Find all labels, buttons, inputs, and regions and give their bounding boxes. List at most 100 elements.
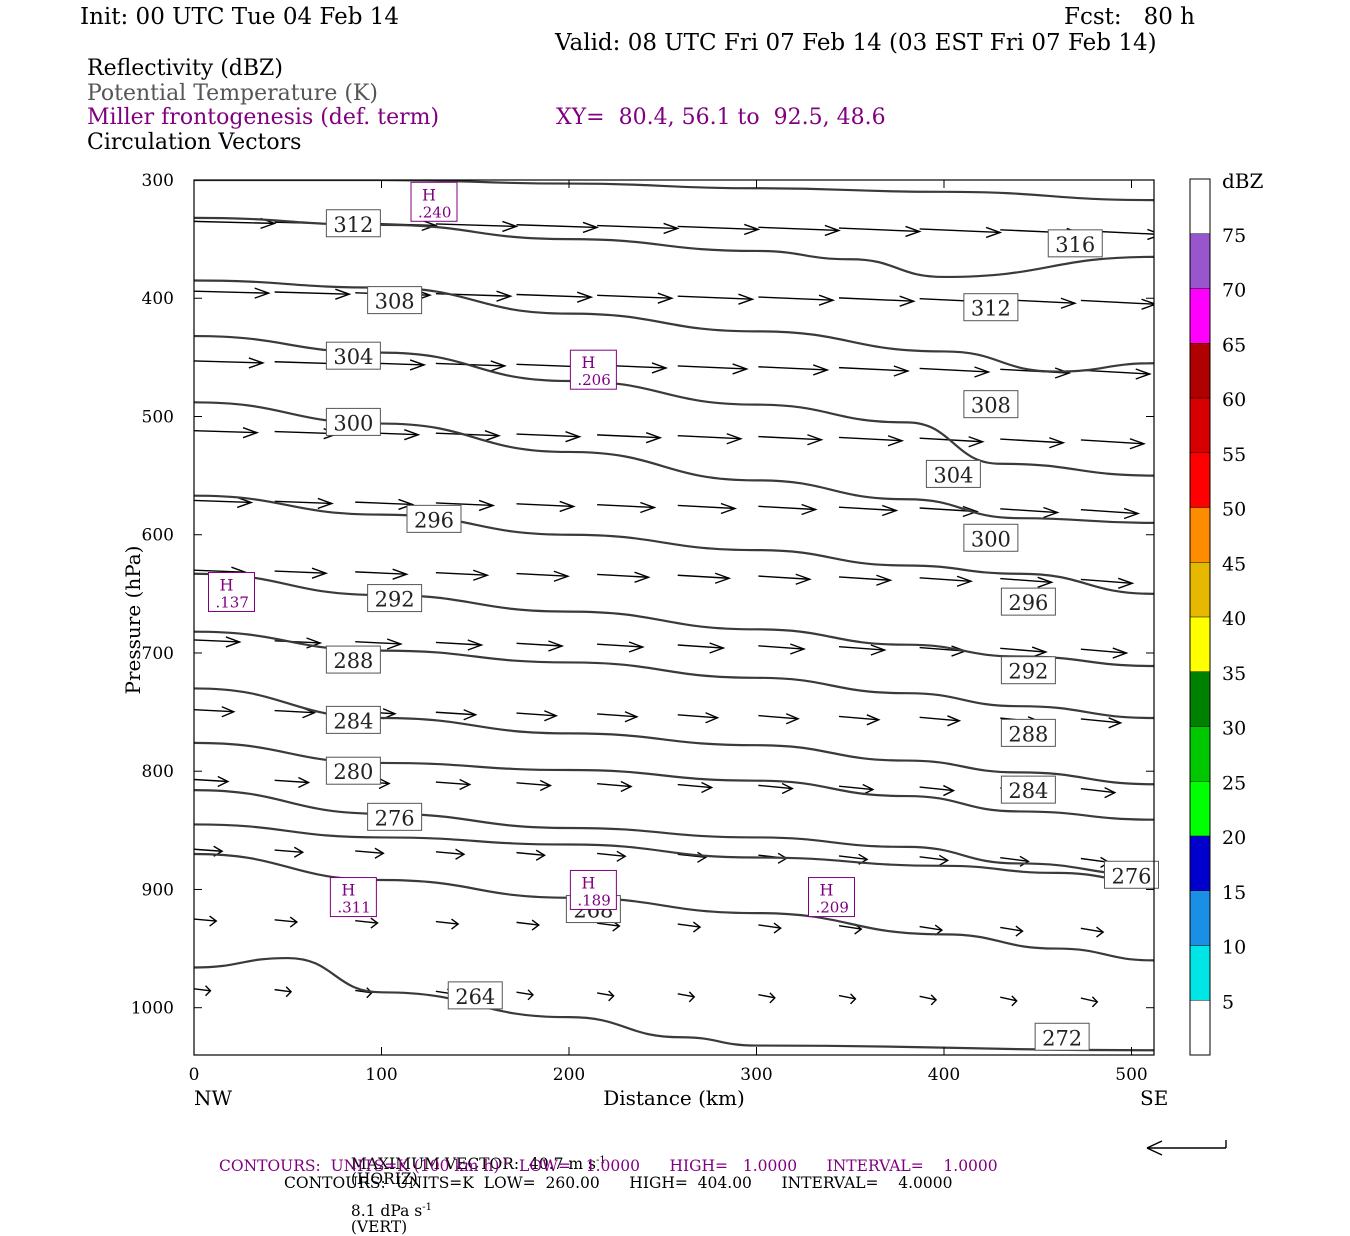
cross-section-chart: 3163123123083083043043003002962962922922… xyxy=(121,169,1264,1156)
circulation-vector-head xyxy=(421,219,438,232)
circulation-vector xyxy=(355,850,384,854)
theta-label: 308 xyxy=(971,394,1011,418)
theta-label-box xyxy=(963,523,1019,552)
circulation-vector-head xyxy=(624,711,639,723)
circulation-vector xyxy=(435,920,459,925)
colorbar-level-label: 55 xyxy=(1222,444,1246,466)
circulation-vector xyxy=(355,571,407,575)
circulation-vector-head xyxy=(455,848,466,860)
circulation-vector xyxy=(274,500,332,505)
circulation-vector-head xyxy=(705,712,720,724)
fronto-max-box xyxy=(808,877,855,918)
circulation-vector xyxy=(1080,439,1144,445)
circulation-vector-head xyxy=(938,854,950,866)
x-right-end-label: SE xyxy=(1140,1086,1168,1110)
circulation-vector-head xyxy=(559,500,576,513)
circulation-vector-head xyxy=(209,915,218,927)
circulation-vector xyxy=(677,574,730,579)
isentrope-312 xyxy=(194,216,1154,279)
colorbar-bin xyxy=(1190,836,1210,891)
circulation-vector-head xyxy=(463,709,478,721)
colorbar-level-label: 50 xyxy=(1222,499,1246,521)
colorbar-bin xyxy=(1190,890,1210,946)
circulation-vector-head xyxy=(657,292,674,304)
circulation-vector xyxy=(435,223,517,228)
circulation-vector-head xyxy=(254,287,271,299)
fronto-max-value: .206 xyxy=(577,371,610,389)
legend-reflectivity: Reflectivity (dBZ) xyxy=(87,56,283,81)
fronto-max-value: .311 xyxy=(337,899,370,917)
circulation-vector xyxy=(435,641,482,646)
circulation-vector xyxy=(1080,718,1121,724)
circulation-vector xyxy=(274,779,309,784)
circulation-vector-head xyxy=(478,499,496,512)
circulation-vector xyxy=(597,782,632,788)
circulation-vector-head xyxy=(392,568,409,580)
x-tick-label: 200 xyxy=(553,1065,585,1085)
circulation-vector xyxy=(274,849,303,853)
circulation-vector-head xyxy=(1015,925,1024,937)
circulation-vector xyxy=(758,645,804,650)
colorbar-level-label: 40 xyxy=(1222,608,1246,630)
circulation-vector-head xyxy=(451,918,460,930)
y-tick-label: 1000 xyxy=(131,999,174,1019)
circulation-vector xyxy=(677,923,701,928)
circulation-vector-head xyxy=(293,846,305,858)
circulation-vector-head xyxy=(217,775,230,788)
fronto-max-letter: H xyxy=(422,185,436,204)
circulation-vector-head xyxy=(785,713,800,725)
circulation-vector-head xyxy=(298,776,311,789)
circulation-vector-head xyxy=(709,642,726,654)
x-tick-label: 100 xyxy=(365,1065,397,1085)
theta-label-box xyxy=(406,504,462,533)
theta-label: 312 xyxy=(971,297,1011,321)
circulation-vector-head xyxy=(781,782,794,795)
circulation-vector-head xyxy=(870,644,887,656)
circulation-vector-head xyxy=(714,572,732,584)
colorbar-bin xyxy=(1190,398,1210,453)
theta-label-box xyxy=(447,981,503,1010)
circulation-vector-head xyxy=(205,985,212,997)
circulation-vector-head xyxy=(531,919,540,931)
fronto-max-value: .189 xyxy=(577,891,610,909)
circulation-vector xyxy=(1080,299,1154,305)
valid-time: Valid: 08 UTC Fri 07 Feb 14 (03 EST Fri … xyxy=(555,30,1157,56)
contour-labels: 316 312 312 308 308 304 304 300 300 296 296 292 292 2… xyxy=(325,209,1159,1051)
y-tick-label: 400 xyxy=(142,289,174,309)
circulation-vector-head xyxy=(974,366,991,378)
circulation-vector-head xyxy=(663,222,680,235)
circulation-vector xyxy=(758,366,828,371)
circulation-vector xyxy=(1000,996,1017,1002)
circulation-vector xyxy=(838,436,903,442)
circulation-vector-head xyxy=(620,780,633,793)
circulation-vector xyxy=(274,919,297,923)
theta-label: 284 xyxy=(333,709,373,733)
theta-label: 296 xyxy=(414,508,454,532)
reference-vector-arrow xyxy=(1146,1140,1227,1156)
circulation-vector xyxy=(838,855,868,861)
circulation-vector-head xyxy=(311,567,329,579)
circulation-vector-head xyxy=(608,990,615,1002)
circulation-vector-head xyxy=(634,571,651,583)
circulation-vector xyxy=(758,226,839,232)
circulation-vector xyxy=(435,711,476,716)
colorbar-level-label: 60 xyxy=(1222,389,1246,411)
circulation-vector xyxy=(194,848,223,852)
circulation-vector-head xyxy=(502,220,519,233)
circulation-vector xyxy=(838,785,873,791)
circulation-vector-head xyxy=(1049,437,1066,449)
colorbar-bin xyxy=(1190,179,1210,234)
circulation-vector xyxy=(274,291,350,295)
fronto-max-box xyxy=(329,877,377,918)
circulation-vector-head xyxy=(773,922,782,934)
theta-label: 304 xyxy=(933,463,973,487)
fronto-max-box xyxy=(569,869,617,910)
circulation-vector-head xyxy=(370,917,379,929)
circulation-vector-head xyxy=(862,783,875,796)
colorbar-level-label: 15 xyxy=(1222,882,1246,904)
theta-label: 300 xyxy=(333,411,373,435)
colorbar-bin-low xyxy=(1190,1000,1210,1055)
circulation-vector xyxy=(758,714,799,720)
y-tick-label: 300 xyxy=(142,171,174,191)
